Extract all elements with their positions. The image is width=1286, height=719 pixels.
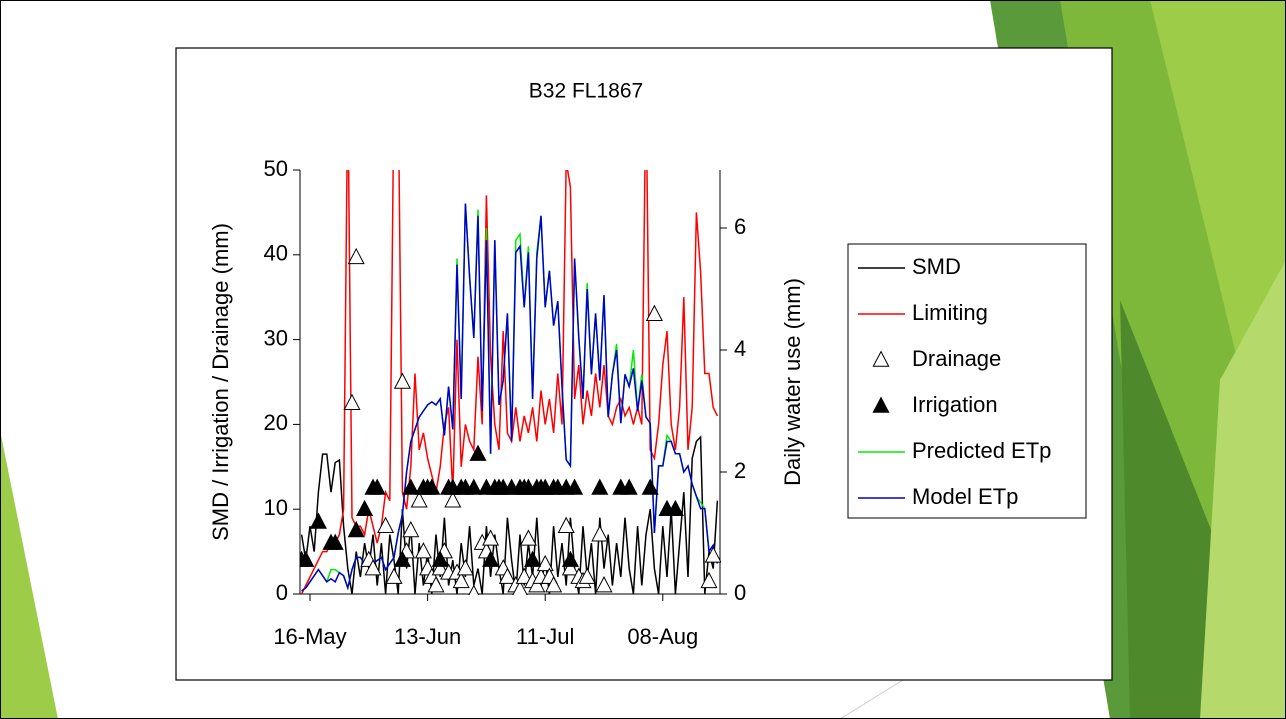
scatter-point [356, 499, 374, 516]
scatter-point [431, 550, 449, 567]
y2-tick-label: 2 [734, 458, 746, 483]
scatter-point [704, 546, 721, 563]
x-tick-label: 13-Jun [394, 624, 461, 649]
scatter-point [368, 478, 386, 495]
series-line [300, 170, 719, 595]
scatter-point [347, 247, 365, 265]
legend-label: SMD [912, 254, 961, 279]
y2-axis-title: Daily water use (mm) [780, 278, 805, 486]
scatter-point [410, 491, 428, 508]
scatter-point [300, 550, 315, 567]
y-tick-label: 20 [264, 410, 288, 435]
legend-label: Limiting [912, 300, 988, 325]
scatter-point [326, 533, 344, 550]
y2-tick-label: 4 [734, 336, 746, 361]
y-tick-label: 10 [264, 495, 288, 520]
scatter-point [566, 478, 584, 495]
scatter-point [536, 554, 554, 572]
scatter-point [591, 478, 609, 495]
scatter-point [545, 576, 563, 593]
deco-shape [1200, 260, 1286, 719]
scatter-point [641, 478, 659, 495]
scatter-point [524, 550, 542, 567]
scatter-point [561, 559, 579, 576]
scatter-point [456, 559, 474, 576]
y2-tick-label: 0 [734, 580, 746, 605]
scatter-point [393, 550, 411, 567]
scatter-point [452, 571, 470, 589]
scatter-point [402, 478, 420, 495]
scatter-point [557, 516, 575, 533]
scatter-point [393, 372, 411, 389]
scatter-point [343, 393, 361, 410]
x-tick-label: 16-May [273, 624, 346, 649]
scatter-point [468, 584, 480, 595]
scatter-point [591, 525, 609, 542]
deco-shape [0, 430, 58, 719]
scatter-point [515, 567, 533, 584]
legend-label: Drainage [912, 346, 1001, 371]
x-tick-label: 11-Jul [516, 624, 574, 649]
scatter-point [595, 576, 613, 593]
scatter-point [528, 576, 546, 593]
legend-marker [872, 396, 890, 413]
y-axis-title: SMD / Irrigation / Drainage (mm) [208, 223, 233, 541]
y-tick-label: 50 [264, 156, 288, 181]
y-tick-label: 40 [264, 241, 288, 266]
legend-label: Predicted ETp [912, 438, 1051, 463]
legend-marker [872, 350, 890, 367]
x-tick-label: 08-Aug [627, 624, 698, 649]
scatter-point [482, 529, 500, 546]
scatter-point [402, 520, 420, 538]
scatter-point [431, 559, 449, 576]
scatter-point [512, 580, 528, 595]
plot-area [300, 170, 721, 595]
scatter-point [347, 520, 365, 538]
scatter-point [465, 478, 483, 495]
legend-label: Model ETp [912, 484, 1018, 509]
y-tick-label: 30 [264, 325, 288, 350]
scatter-point [385, 567, 403, 584]
scatter-point [444, 491, 462, 508]
scatter-point [645, 304, 663, 321]
scatter-point [482, 550, 500, 567]
legend-box [847, 243, 1087, 519]
scatter-point [620, 478, 638, 495]
scatter-point [578, 567, 596, 584]
y2-tick-label: 6 [734, 214, 746, 239]
scatter-point [498, 567, 516, 584]
chart-title: B32 FL1867 [529, 80, 643, 103]
scatter-point [414, 542, 432, 559]
scatter-point [427, 576, 445, 593]
scatter-point [309, 512, 327, 529]
scatter-point [519, 529, 537, 546]
scatter-point [561, 550, 579, 567]
series-line [300, 435, 719, 595]
legend-label: Irrigation [912, 392, 998, 417]
scatter-point [423, 478, 441, 495]
scatter-point [700, 571, 718, 589]
scatter-point [364, 559, 382, 576]
scatter-point [666, 499, 684, 516]
scatter-point [377, 516, 395, 533]
scatter-point [469, 444, 487, 461]
y-tick-label: 0 [276, 580, 288, 605]
